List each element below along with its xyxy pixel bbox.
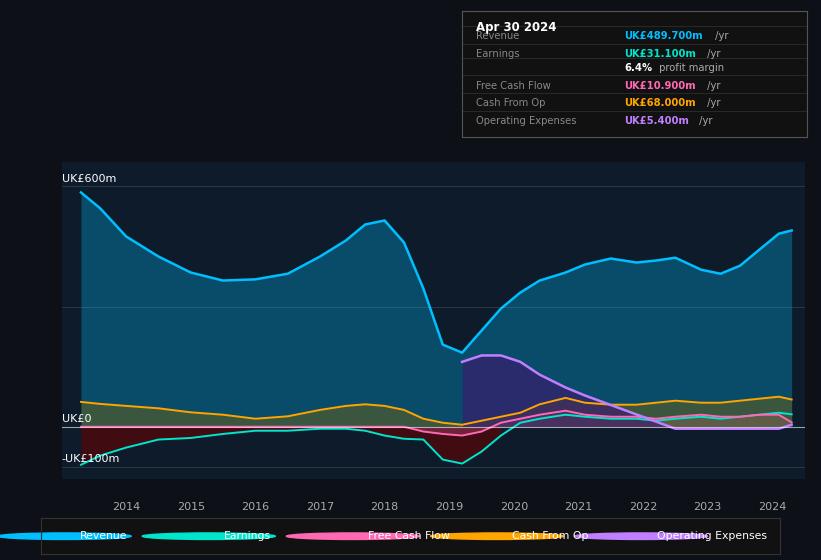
Text: 6.4%: 6.4%: [624, 63, 653, 73]
Text: UK£10.900m: UK£10.900m: [624, 81, 696, 91]
Text: /yr: /yr: [712, 31, 728, 41]
Text: UK£68.000m: UK£68.000m: [624, 98, 696, 108]
Text: /yr: /yr: [704, 81, 720, 91]
Text: 2021: 2021: [564, 502, 593, 512]
Text: Free Cash Flow: Free Cash Flow: [476, 81, 551, 91]
Text: 2020: 2020: [500, 502, 528, 512]
Text: UK£0: UK£0: [62, 414, 91, 424]
Text: Earnings: Earnings: [476, 49, 520, 59]
Text: 2015: 2015: [177, 502, 205, 512]
Text: Cash From Op: Cash From Op: [476, 98, 545, 108]
Circle shape: [575, 533, 708, 539]
Text: 2019: 2019: [435, 502, 463, 512]
Text: Free Cash Flow: Free Cash Flow: [369, 531, 450, 541]
Circle shape: [0, 533, 131, 539]
Text: Earnings: Earnings: [224, 531, 272, 541]
Text: 2023: 2023: [694, 502, 722, 512]
Text: 2022: 2022: [629, 502, 658, 512]
Text: 2014: 2014: [112, 502, 140, 512]
Text: /yr: /yr: [695, 116, 712, 126]
Circle shape: [287, 533, 420, 539]
Text: 2016: 2016: [241, 502, 269, 512]
Circle shape: [142, 533, 275, 539]
Text: Operating Expenses: Operating Expenses: [657, 531, 767, 541]
Circle shape: [430, 533, 563, 539]
Text: -UK£100m: -UK£100m: [62, 454, 120, 464]
Text: Apr 30 2024: Apr 30 2024: [476, 21, 557, 34]
Text: /yr: /yr: [704, 98, 720, 108]
Text: 2018: 2018: [370, 502, 399, 512]
Text: Revenue: Revenue: [80, 531, 128, 541]
Text: 2024: 2024: [758, 502, 787, 512]
Text: Operating Expenses: Operating Expenses: [476, 116, 576, 126]
Text: UK£600m: UK£600m: [62, 174, 116, 184]
Text: UK£31.100m: UK£31.100m: [624, 49, 696, 59]
Text: 2017: 2017: [306, 502, 334, 512]
Text: /yr: /yr: [704, 49, 720, 59]
Text: UK£489.700m: UK£489.700m: [624, 31, 703, 41]
Text: Revenue: Revenue: [476, 31, 520, 41]
Text: UK£5.400m: UK£5.400m: [624, 116, 689, 126]
Text: profit margin: profit margin: [656, 63, 724, 73]
Text: Cash From Op: Cash From Op: [512, 531, 589, 541]
